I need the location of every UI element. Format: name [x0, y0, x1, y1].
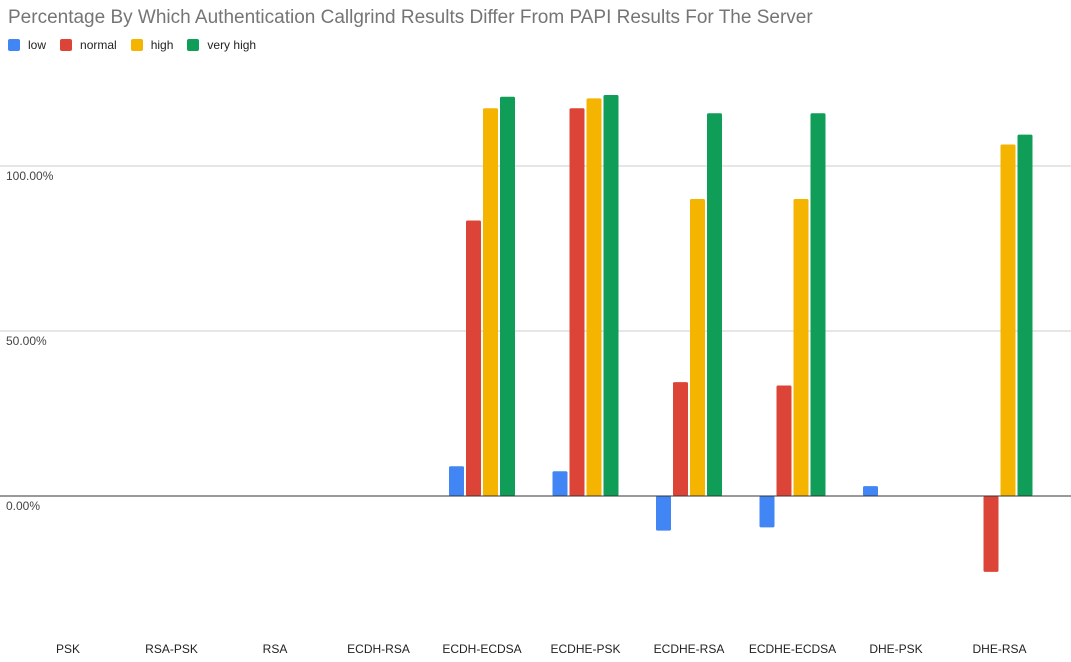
bar-high-ecdhe-ecdsa	[793, 199, 809, 496]
bar-low-ecdh-ecdsa	[449, 466, 464, 496]
x-tick-label: RSA	[263, 642, 288, 656]
legend-swatch-very-high	[187, 39, 200, 51]
x-tick-label: ECDHE-ECDSA	[749, 642, 836, 656]
legend-label-very-high: very high	[207, 38, 257, 52]
legend-swatch-normal	[60, 39, 73, 51]
y-tick-label: 0.00%	[6, 499, 40, 513]
chart-title: Percentage By Which Authentication Callg…	[8, 7, 813, 28]
legend: low normal high very high	[8, 38, 270, 52]
legend-swatch-high	[130, 39, 143, 51]
x-tick-label: DHE-RSA	[972, 642, 1026, 656]
legend-item-high[interactable]: high	[130, 38, 174, 52]
legend-label-high: high	[150, 38, 174, 52]
bar-very-high-ecdhe-psk	[603, 95, 619, 497]
legend-swatch-low	[8, 39, 20, 51]
bar-normal-ecdh-ecdsa	[466, 220, 481, 496]
x-tick-label: ECDHE-RSA	[654, 642, 725, 656]
bar-normal-ecdhe-rsa	[673, 382, 688, 496]
bar-low-ecdhe-rsa	[656, 496, 671, 531]
bar-high-ecdh-ecdsa	[483, 108, 498, 496]
bar-high-ecdhe-rsa	[690, 199, 705, 496]
bar-very-high-dhe-rsa	[1017, 134, 1033, 496]
bar-normal-ecdhe-psk	[569, 108, 585, 496]
x-tick-label: ECDH-RSA	[347, 642, 410, 656]
bar-very-high-ecdhe-rsa	[707, 113, 722, 496]
x-tick-label: PSK	[56, 642, 80, 656]
x-tick-label: DHE-PSK	[869, 642, 922, 656]
y-tick-label: 50.00%	[6, 334, 47, 348]
legend-item-normal[interactable]: normal	[60, 38, 117, 52]
x-tick-label: RSA-PSK	[145, 642, 198, 656]
bar-very-high-ecdhe-ecdsa	[810, 113, 826, 496]
bar-low-ecdhe-psk	[552, 471, 568, 496]
bar-normal-dhe-rsa	[983, 496, 999, 572]
bar-high-dhe-rsa	[1000, 144, 1016, 497]
bar-low-ecdhe-ecdsa	[759, 496, 775, 528]
x-tick-label: ECDHE-PSK	[550, 642, 620, 656]
legend-label-low: low	[28, 38, 47, 52]
legend-label-normal: normal	[80, 38, 117, 52]
bar-high-ecdhe-psk	[586, 98, 602, 496]
x-tick-label: ECDH-ECDSA	[442, 642, 521, 656]
legend-item-very-high[interactable]: very high	[187, 38, 256, 52]
bar-very-high-ecdh-ecdsa	[500, 96, 515, 496]
bar-low-dhe-psk	[863, 486, 878, 496]
y-tick-label: 100.00%	[6, 169, 54, 183]
bar-normal-ecdhe-ecdsa	[776, 385, 792, 496]
legend-item-low[interactable]: low	[8, 38, 46, 52]
